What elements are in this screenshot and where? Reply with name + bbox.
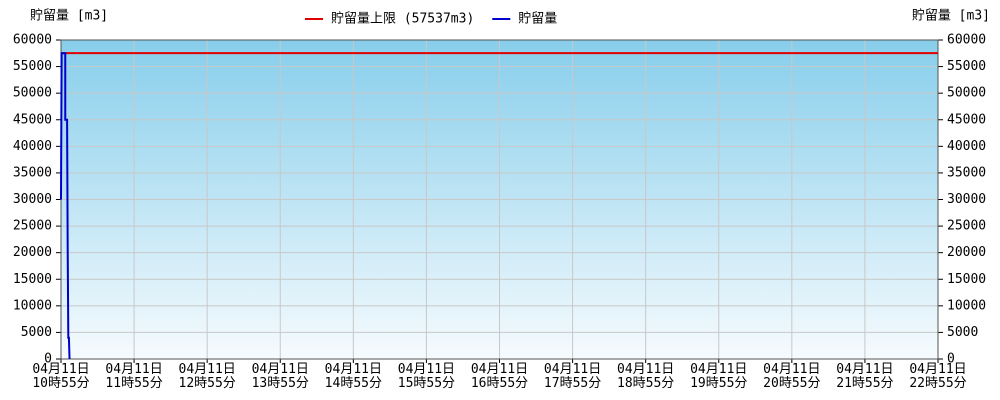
x-tick-label: 04月11日 20時55分 (763, 362, 821, 391)
x-tick-label: 04月11日 19時55分 (690, 362, 748, 391)
y2-tick-label: 60000 (947, 33, 986, 48)
y-axis-title-left: 貯留量 [m3] (30, 9, 108, 24)
y-tick-label: 0 (44, 352, 52, 367)
y2-tick-label: 50000 (947, 86, 986, 101)
y-tick-label: 10000 (13, 298, 52, 313)
x-tick-label: 04月11日 21時55分 (836, 362, 894, 391)
y-tick-label: 20000 (13, 245, 52, 260)
x-tick-label: 04月11日 17時55分 (543, 362, 602, 391)
x-tick-label: 04月11日 22時55分 (909, 362, 967, 391)
y-tick-label: 15000 (13, 272, 52, 287)
x-tick-label: 04月11日 14時55分 (324, 362, 382, 391)
y-tick-label: 45000 (13, 112, 52, 127)
data-line (60, 52, 71, 360)
y-axis-title-right: 貯留量 [m3] (912, 9, 990, 24)
y2-tick-label: 35000 (947, 165, 986, 180)
legend-label: 貯留量 (518, 12, 557, 27)
y2-tick-label: 45000 (947, 112, 986, 127)
y2-tick-label: 20000 (947, 245, 986, 260)
y2-tick-label: 0 (947, 352, 955, 367)
y-tick-label: 5000 (21, 325, 52, 340)
y2-tick-label: 15000 (947, 272, 986, 287)
y2-tick-label: 10000 (947, 298, 986, 313)
y2-tick-label: 25000 (947, 219, 986, 234)
y-tick-label: 30000 (13, 192, 52, 207)
x-tick-label: 04月11日 11時55分 (105, 362, 163, 391)
y2-tick-label: 40000 (947, 139, 986, 154)
x-tick-label: 04月11日 12時55分 (178, 362, 236, 391)
y-tick-label: 50000 (13, 86, 52, 101)
y-tick-label: 25000 (13, 219, 52, 234)
x-tick-label: 04月11日 16時55分 (470, 362, 529, 391)
y2-tick-label: 5000 (947, 325, 978, 340)
y-tick-label: 55000 (13, 59, 52, 74)
y2-tick-label: 55000 (947, 59, 986, 74)
x-tick-label: 04月11日 18時55分 (617, 362, 675, 391)
x-tick-label: 04月11日 15時55分 (397, 362, 456, 391)
y-tick-label: 60000 (13, 33, 52, 48)
x-tick-label: 04月11日 13時55分 (251, 362, 309, 391)
y2-tick-label: 30000 (947, 192, 986, 207)
y-tick-label: 35000 (13, 165, 52, 180)
x-tick-label: 04月11日 10時55分 (32, 362, 90, 391)
legend-label: 貯留量上限 (57537m3) (331, 12, 474, 27)
y-tick-label: 40000 (13, 139, 52, 154)
